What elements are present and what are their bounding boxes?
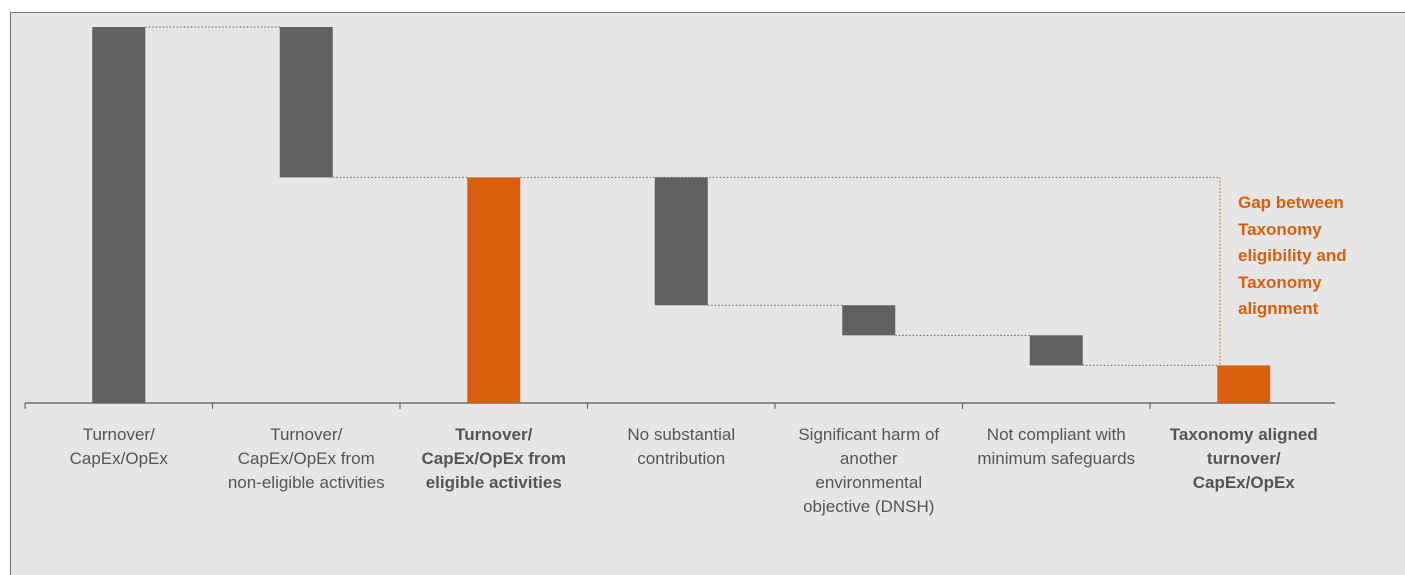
x-tick-label: Significant harm of another environmenta… bbox=[798, 425, 940, 516]
bar bbox=[467, 177, 521, 403]
x-tick-label: Turnover/ CapEx/OpEx bbox=[69, 425, 168, 468]
bar bbox=[279, 27, 333, 178]
bar bbox=[1029, 335, 1083, 366]
bar bbox=[1217, 365, 1271, 403]
annotation: Gap between Taxonomy eligibility and Tax… bbox=[1238, 193, 1347, 318]
x-tick-label: Taxonomy aligned turnover/ CapEx/OpEx bbox=[1169, 425, 1318, 492]
x-tick-label: Turnover/ CapEx/OpEx from non-eligible a… bbox=[227, 425, 385, 492]
x-tick-label: No substantial contribution bbox=[627, 425, 736, 468]
bar bbox=[842, 305, 896, 336]
bar bbox=[654, 177, 708, 306]
x-tick-label: Not compliant with minimum safeguards bbox=[977, 425, 1136, 468]
x-tick-label: Turnover/ CapEx/OpEx from eligible activ… bbox=[421, 425, 567, 492]
bar bbox=[92, 27, 146, 403]
